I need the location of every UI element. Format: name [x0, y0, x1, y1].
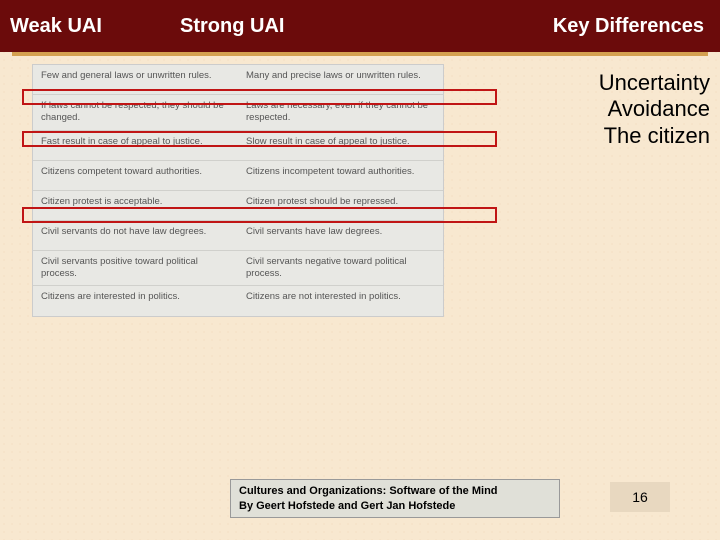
- table-row: Civil servants do not have law degrees. …: [33, 221, 443, 251]
- cell-left: Civil servants do not have law degrees.: [33, 221, 238, 250]
- cell-right: Civil servants have law degrees.: [238, 221, 443, 250]
- cell-left: Civil servants positive toward political…: [33, 251, 238, 286]
- subtitle-line3: The citizen: [599, 123, 710, 149]
- cell-right: Citizens incompetent toward authorities.: [238, 161, 443, 190]
- header-underline: [12, 52, 708, 56]
- cell-left: Citizens competent toward authorities.: [33, 161, 238, 190]
- footer-citation: Cultures and Organizations: Software of …: [230, 479, 560, 518]
- highlight-box-1: [22, 89, 497, 105]
- footer-line1: Cultures and Organizations: Software of …: [239, 484, 551, 498]
- subtitle-line2: Avoidance: [599, 96, 710, 122]
- header-keydiff: Key Differences: [380, 15, 710, 38]
- header-weak: Weak UAI: [10, 15, 180, 38]
- table-row: Civil servants positive toward political…: [33, 251, 443, 287]
- cell-left: Citizens are interested in politics.: [33, 286, 238, 316]
- subtitle-block: Uncertainty Avoidance The citizen: [599, 70, 710, 149]
- header-strong: Strong UAI: [180, 15, 380, 38]
- highlight-box-3: [22, 207, 497, 223]
- cell-right: Citizens are not interested in politics.: [238, 286, 443, 316]
- subtitle-line1: Uncertainty: [599, 70, 710, 96]
- highlight-box-2: [22, 131, 497, 147]
- footer-line2: By Geert Hofstede and Gert Jan Hofstede: [239, 499, 551, 513]
- table-row: Citizens competent toward authorities. C…: [33, 161, 443, 191]
- table-row: Citizens are interested in politics. Cit…: [33, 286, 443, 316]
- page-number: 16: [610, 482, 670, 512]
- header-bar: Weak UAI Strong UAI Key Differences: [0, 0, 720, 52]
- cell-right: Civil servants negative toward political…: [238, 251, 443, 286]
